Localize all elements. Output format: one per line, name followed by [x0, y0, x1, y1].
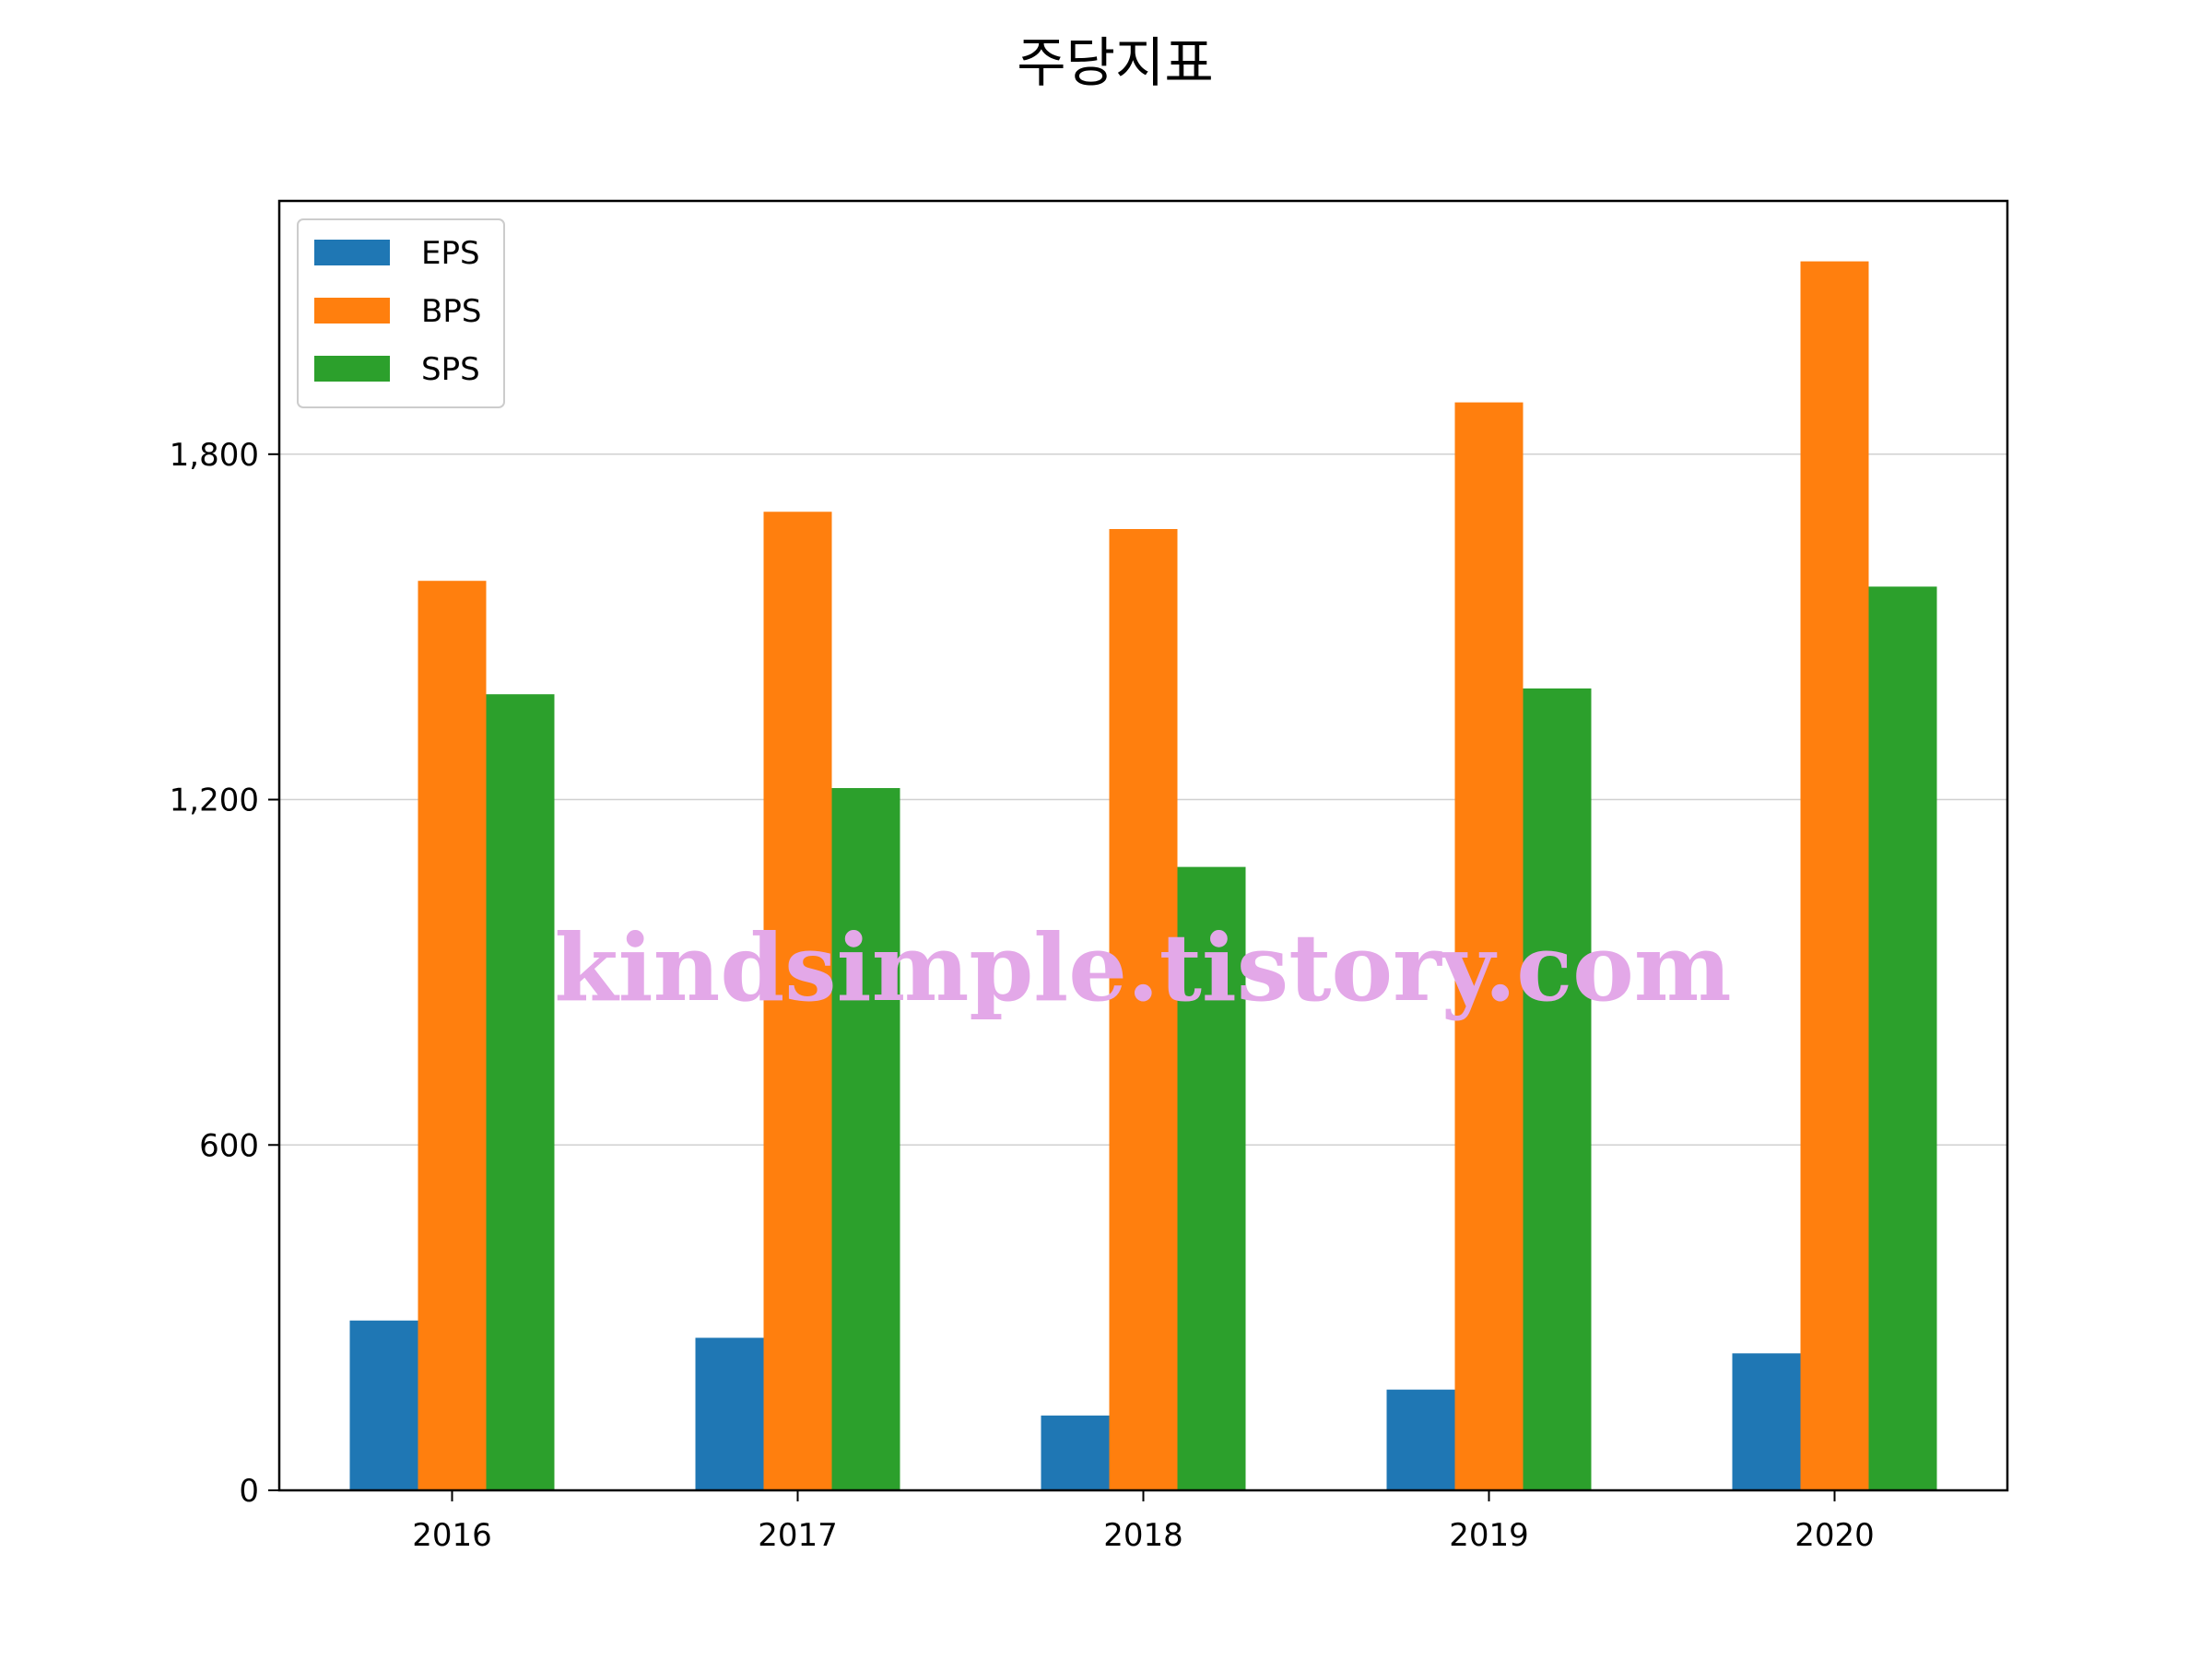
legend: EPS BPS SPS: [297, 218, 505, 408]
bar-sps-2019: [1523, 688, 1592, 1490]
bar-bps-2018: [1109, 528, 1178, 1490]
y-tick-label: 600: [199, 1127, 259, 1164]
x-tick-label: 2020: [1794, 1517, 1875, 1554]
bars: [349, 261, 1937, 1490]
bar-eps-2017: [695, 1337, 764, 1490]
bar-sps-2017: [831, 788, 900, 1490]
legend-swatch-eps: [314, 240, 390, 265]
x-tick-label: 2016: [412, 1517, 492, 1554]
legend-swatch-sps: [314, 356, 390, 382]
x-tick-label: 2017: [758, 1517, 838, 1554]
axis-ticks: 0 600 1,200 1,800 2016 2017 2018 2019 2020: [170, 437, 1875, 1554]
legend-swatch-bps: [314, 298, 390, 324]
bar-sps-2020: [1868, 586, 1937, 1490]
legend-label-bps: BPS: [421, 293, 481, 330]
watermark-text: kindsimple.tistory.com: [554, 913, 1731, 1022]
bar-eps-2019: [1386, 1389, 1455, 1490]
bar-eps-2018: [1041, 1415, 1110, 1490]
bar-sps-2016: [486, 694, 555, 1490]
bar-eps-2020: [1732, 1353, 1801, 1490]
bar-sps-2018: [1177, 866, 1246, 1490]
x-tick-label: 2019: [1449, 1517, 1529, 1554]
chart-title: 주당지표: [1017, 31, 1213, 94]
bar-bps-2017: [763, 512, 832, 1490]
legend-label-eps: EPS: [421, 235, 480, 272]
bar-bps-2019: [1454, 402, 1524, 1490]
y-tick-label: 1,800: [170, 437, 259, 474]
bar-eps-2016: [349, 1320, 418, 1490]
legend-label-sps: SPS: [421, 351, 480, 388]
bar-bps-2020: [1800, 261, 1869, 1490]
y-tick-label: 0: [239, 1473, 259, 1510]
bar-bps-2016: [418, 581, 487, 1490]
x-tick-label: 2018: [1103, 1517, 1183, 1554]
y-tick-label: 1,200: [170, 782, 259, 819]
